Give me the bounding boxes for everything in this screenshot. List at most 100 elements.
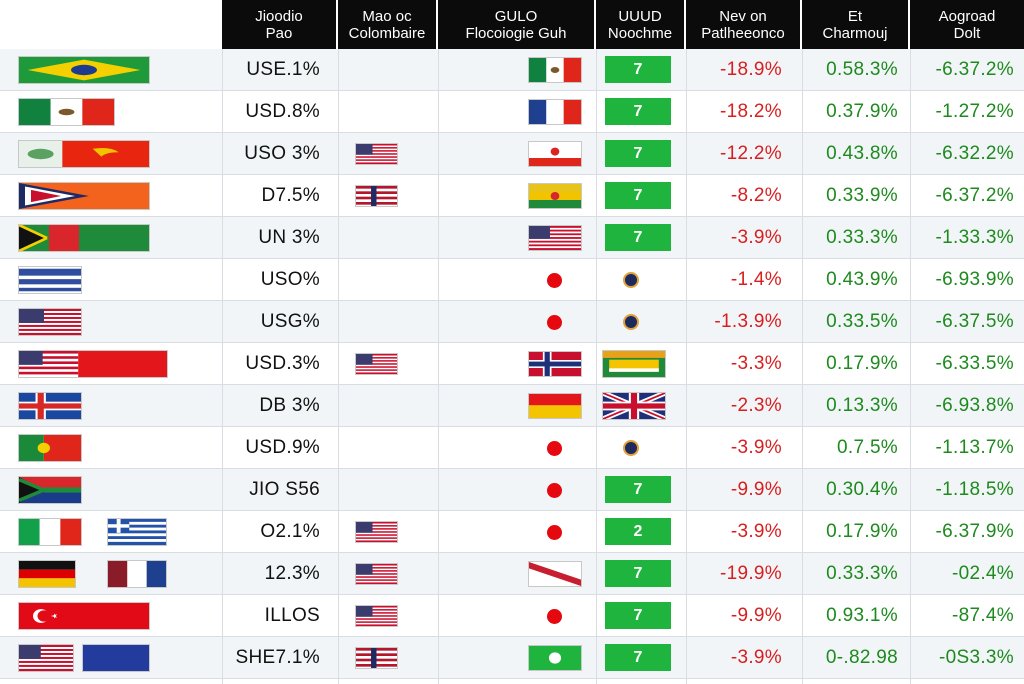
table-row[interactable]: USG% -1.3.9% 0.33.5% -6.37.5%	[0, 301, 1024, 343]
header-col-7-line1: Aogroad	[938, 7, 996, 25]
header-col-4-line1: UUUD	[618, 7, 662, 25]
rate-value: SHE7.1%	[235, 647, 320, 668]
rate-value: JIO S56	[249, 479, 320, 500]
header-col-6[interactable]: Et Charmouj	[802, 0, 910, 49]
rank-badge[interactable]: 7	[605, 476, 671, 503]
table-row[interactable]: JIO S56 7 -9.9% 0.30.4% -1.18.5%	[0, 469, 1024, 511]
rank-badge[interactable]: 7	[605, 224, 671, 251]
rate-value: USG%	[260, 311, 320, 332]
table-row[interactable]: USO 3% 7 -12.2% 0.43.8% -6.32.2%	[0, 133, 1024, 175]
header-col-5[interactable]: Nev on Patlheeonco	[686, 0, 802, 49]
adjusted-value: -87.4%	[951, 605, 1014, 626]
country-flag-icon	[355, 647, 398, 669]
country-flag-icon	[18, 98, 115, 126]
red-dot-icon	[547, 609, 562, 624]
adjusted-value: -02.4%	[951, 563, 1014, 584]
red-dot-icon	[547, 441, 562, 456]
header-col-2[interactable]: Mao oc Colombaire	[338, 0, 438, 49]
country-flag-icon	[528, 225, 582, 251]
rank-badge[interactable]: 7	[605, 98, 671, 125]
change-value: -1.3.9%	[714, 311, 782, 332]
table-row[interactable]: DB 3% -2.3% 0.13.3% -6.93.8%	[0, 385, 1024, 427]
country-flag-icon	[18, 224, 150, 252]
header-col-2-line2: Colombaire	[348, 24, 426, 42]
table-row[interactable]: ILLOS 7 -9.9% 0.93.1% -87.4%	[0, 595, 1024, 637]
table-row[interactable]: USD.9% -3.9% 0.7.5% -1.13.7%	[0, 427, 1024, 469]
rate-value: USO%	[260, 269, 320, 290]
country-flag-icon	[528, 393, 582, 419]
ep-value: 0.33.5%	[826, 311, 898, 332]
table-row[interactable]: SHE7.1% 7 -3.9% 0-.82.98 -0S3.3%	[0, 637, 1024, 679]
ep-value: 0.7.5%	[837, 437, 898, 458]
rank-badge[interactable]: 7	[605, 560, 671, 587]
change-value: -3.3%	[730, 353, 782, 374]
header-col-1-line2: Pao	[265, 24, 293, 42]
rate-value: 12.3%	[264, 563, 320, 584]
rank-badge[interactable]: 7	[605, 182, 671, 209]
country-flag-icon	[18, 518, 82, 546]
country-flag-icon	[18, 434, 82, 462]
rank-badge[interactable]: 2	[605, 518, 671, 545]
rate-value: D7.5%	[261, 185, 320, 206]
table-row[interactable]: USO% -1.4% 0.43.9% -6.93.9%	[0, 259, 1024, 301]
table-row[interactable]: USE.1% 7 -18.9% 0.58.3% -6.37.2%	[0, 49, 1024, 91]
header-col-1[interactable]: Jioodio Pao	[222, 0, 338, 49]
change-value: -2.3%	[730, 395, 782, 416]
header-col-5-line1: Nev on	[719, 7, 767, 25]
rate-value: ILLOS	[264, 605, 320, 626]
country-flag-icon	[18, 182, 150, 210]
change-value: -8.2%	[730, 185, 782, 206]
header-col-2-line1: Mao oc	[362, 7, 412, 25]
table-row[interactable]: USD.8% 7 -18.2% 0.37.9% -1.27.2%	[0, 91, 1024, 133]
adjusted-value: -1.33.3%	[935, 227, 1014, 248]
ep-value: 0.17.9%	[826, 521, 898, 542]
table-row[interactable]: USD.3% -3.3% 0.17.9% -6.33.5%	[0, 343, 1024, 385]
country-flag-icon	[18, 602, 150, 630]
adjusted-value: -6.93.9%	[935, 269, 1014, 290]
change-value: -3.9%	[730, 521, 782, 542]
column-divider	[596, 49, 597, 684]
country-flag-icon	[355, 563, 398, 585]
adjusted-value: -6.93.8%	[935, 395, 1014, 416]
country-flag-icon	[355, 143, 398, 165]
column-divider	[686, 49, 687, 684]
country-flag-icon	[18, 392, 82, 420]
header-col-7[interactable]: Aogroad Dolt	[910, 0, 1024, 49]
country-flag-icon	[528, 57, 582, 83]
ep-value: 0.17.9%	[826, 353, 898, 374]
table-row[interactable]: D7.5% 7 -8.2% 0.33.9% -6.37.2%	[0, 175, 1024, 217]
rank-badge[interactable]: 7	[605, 140, 671, 167]
country-flag-icon	[528, 351, 582, 377]
rank-badge[interactable]: 7	[605, 602, 671, 629]
table-row[interactable]: O2.1% 2 -3.9% 0.17.9% -6.37.9%	[0, 511, 1024, 553]
ep-value: 0-.82.98	[825, 647, 898, 668]
country-flag-icon	[355, 185, 398, 207]
rate-value: O2.1%	[260, 521, 320, 542]
country-flag-icon	[18, 560, 76, 588]
ep-value: 0.43.8%	[826, 143, 898, 164]
table-header: Jioodio Pao Mao oc Colombaire GULO Floco…	[0, 0, 1024, 49]
coin-icon	[623, 272, 639, 288]
change-value: -18.2%	[719, 101, 782, 122]
change-value: -12.2%	[719, 143, 782, 164]
country-flag-icon	[18, 350, 168, 378]
red-dot-icon	[547, 273, 562, 288]
rate-value: USE.1%	[246, 59, 320, 80]
table-row[interactable]: UN 3% 7 -3.9% 0.33.3% -1.33.3%	[0, 217, 1024, 259]
header-col-4[interactable]: UUUD Noochme	[596, 0, 686, 49]
header-col-1-line1: Jioodio	[255, 7, 303, 25]
change-value: -18.9%	[719, 59, 782, 80]
change-value: -19.9%	[719, 563, 782, 584]
country-flag-icon	[528, 141, 582, 167]
country-flag-icon	[355, 521, 398, 543]
rank-badge[interactable]: 7	[605, 644, 671, 671]
rank-badge[interactable]: 7	[605, 56, 671, 83]
header-col-3[interactable]: GULO Flocoiogie Guh	[438, 0, 596, 49]
header-col-6-line1: Et	[847, 7, 863, 25]
header-col-7-line2: Dolt	[953, 24, 981, 42]
column-divider	[802, 49, 803, 684]
country-flag-icon	[18, 476, 82, 504]
adjusted-value: -1.18.5%	[935, 479, 1014, 500]
table-row[interactable]: 12.3% 7 -19.9% 0.33.3% -02.4%	[0, 553, 1024, 595]
